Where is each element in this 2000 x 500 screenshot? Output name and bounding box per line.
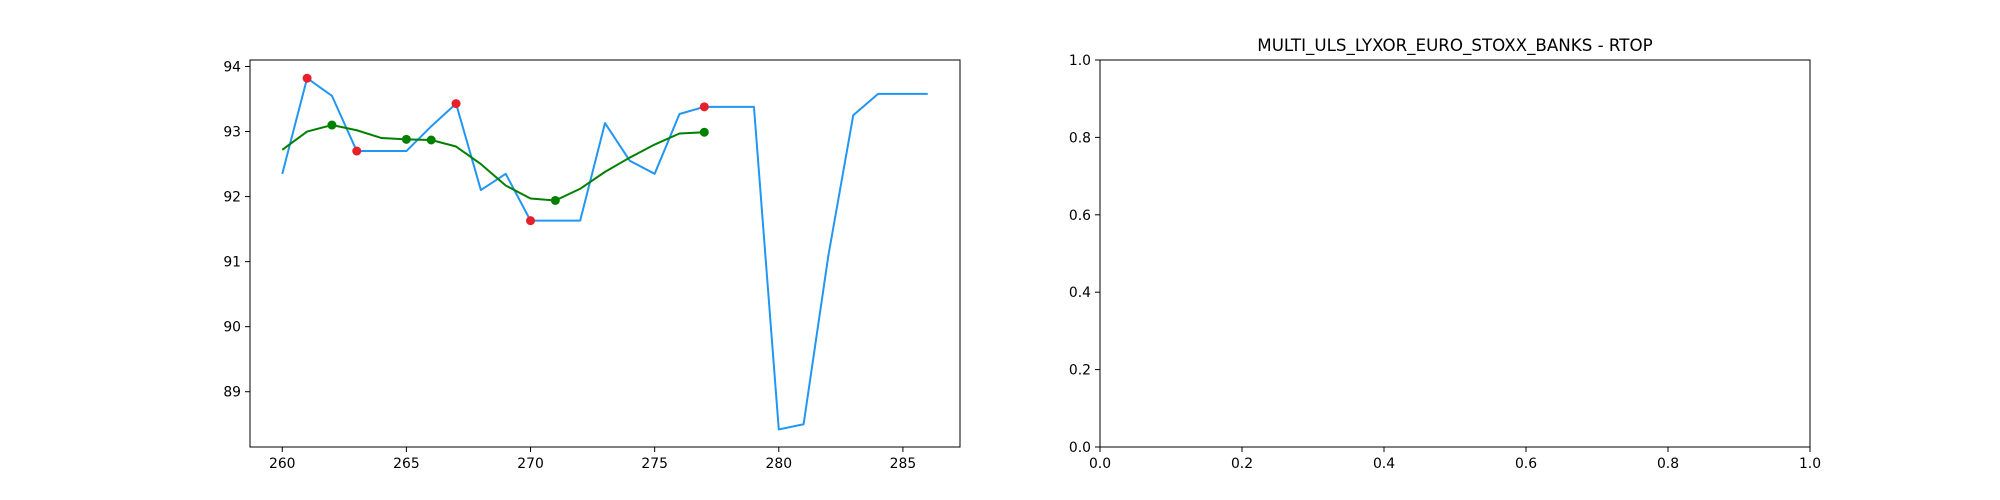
price-chart-y-tick-label: 91	[223, 255, 241, 271]
price-chart-y-ticks: 89 90 91 92 93 94	[223, 60, 250, 401]
price-chart-x-tick-label: 265	[393, 456, 420, 472]
price-chart-frame	[249, 59, 961, 448]
price-chart-x-ticks: 260 265 270 275 280 285	[269, 447, 916, 472]
price-chart-x-tick-label: 280	[766, 456, 793, 472]
price-chart-y-tick-label: 89	[223, 385, 241, 401]
extreme-point	[451, 99, 461, 109]
smoothed-point	[426, 135, 436, 145]
price-chart-x-tick-label: 275	[641, 456, 668, 472]
smoothed-point	[699, 127, 709, 137]
rtop-chart-x-tick-label: 1.0	[1799, 456, 1821, 472]
price-chart-x-tick-label: 260	[269, 456, 296, 472]
rtop-chart-y-tick-label: 0.4	[1069, 285, 1091, 301]
rtop-chart-x-tick-label: 0.0	[1089, 456, 1111, 472]
price-chart-y-tick-label: 90	[223, 320, 241, 336]
rtop-chart-y-tick-label: 0.2	[1069, 363, 1091, 379]
rtop-chart-y-tick-label: 0.6	[1069, 208, 1091, 224]
smoothed-point	[327, 120, 337, 130]
rtop-chart-y-ticks: 0.0 0.2 0.4 0.6 0.8 1.0	[1069, 53, 1100, 456]
extreme-point	[302, 73, 312, 83]
rtop-chart-x-ticks: 0.0 0.2 0.4 0.6 0.8 1.0	[1089, 447, 1821, 472]
rtop-chart-x-tick-label: 0.8	[1657, 456, 1679, 472]
rtop-chart-x-tick-label: 0.6	[1515, 456, 1537, 472]
extreme-point	[699, 102, 709, 112]
price-line	[281, 77, 928, 431]
rtop-chart-title: MULTI_ULS_LYXOR_EURO_STOXX_BANKS - RTOP	[1257, 35, 1652, 56]
rtop-chart-y-tick-label: 1.0	[1069, 53, 1091, 69]
price-chart-axes: 260 265 270 275 280 285 89 90 91 92 93 94	[223, 59, 961, 472]
rtop-chart-y-tick-label: 0.0	[1069, 440, 1091, 456]
price-chart-y-tick-label: 92	[223, 190, 241, 206]
rtop-chart-y-tick-label: 0.8	[1069, 130, 1091, 146]
rtop-chart-axes: MULTI_ULS_LYXOR_EURO_STOXX_BANKS - RTOP …	[1069, 35, 1821, 472]
smoothed-line	[281, 124, 705, 202]
price-chart-x-tick-label: 270	[517, 456, 544, 472]
price-chart-marks	[281, 73, 928, 431]
smoothed-point	[550, 195, 560, 205]
rtop-chart-x-tick-label: 0.2	[1231, 456, 1253, 472]
price-chart-y-tick-label: 94	[223, 60, 241, 76]
price-chart-y-tick-label: 93	[223, 125, 241, 141]
rtop-chart-x-tick-label: 0.4	[1373, 456, 1395, 472]
extreme-point	[352, 146, 362, 156]
smoothed-point	[401, 134, 411, 144]
rtop-chart-frame	[1099, 59, 1811, 448]
price-chart-x-tick-label: 285	[890, 456, 917, 472]
extreme-point	[526, 216, 536, 226]
